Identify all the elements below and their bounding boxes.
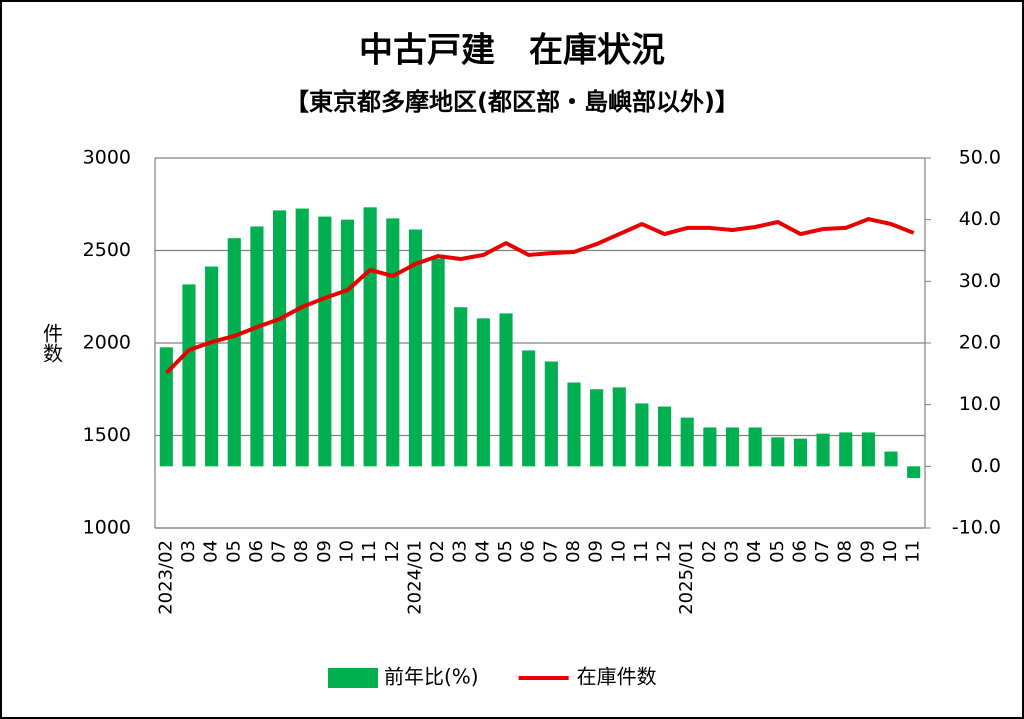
bar	[295, 208, 309, 467]
bar	[431, 258, 445, 467]
x-tick-label: 07	[269, 540, 290, 563]
bar	[680, 417, 694, 467]
bar	[205, 266, 219, 467]
x-tick-label: 08	[835, 540, 856, 563]
bar	[227, 238, 241, 467]
x-tick-label: 04	[472, 540, 493, 563]
bar	[612, 387, 626, 467]
bar	[408, 229, 423, 467]
x-tick-label: 10	[337, 540, 358, 563]
y-tick-label: 1000	[83, 517, 131, 539]
bar	[861, 432, 875, 467]
bar	[454, 307, 468, 467]
x-tick-label: 03	[178, 540, 199, 563]
legend-label: 在庫件数	[577, 665, 657, 689]
x-tick-label: 2024/01	[404, 540, 425, 615]
bar	[725, 427, 740, 467]
y2-tick-label: 30.0	[959, 270, 1001, 292]
x-tick-label: 08	[563, 540, 584, 563]
x-tick-label: 06	[518, 540, 539, 563]
bar	[159, 347, 173, 467]
bar	[793, 438, 808, 467]
x-tick-label: 03	[450, 540, 471, 563]
x-tick-label: 12	[382, 540, 403, 563]
bar	[657, 406, 672, 467]
x-tick-label: 04	[744, 540, 765, 563]
bar	[522, 350, 536, 467]
line	[164, 217, 915, 375]
chart-title: 中古戸建 在庫状況	[359, 31, 665, 71]
y2-tick-label: 20.0	[959, 332, 1001, 354]
x-tick-label: 11	[359, 540, 380, 563]
x-tick-label: 2023/02	[155, 540, 176, 615]
x-tick-label: 05	[223, 540, 244, 563]
x-tick-label: 05	[495, 540, 516, 563]
y-tick-label: 2500	[83, 239, 131, 261]
x-tick-label: 06	[789, 540, 810, 563]
x-tick-label: 2025/01	[676, 540, 697, 615]
y2-tick-label: 50.0	[959, 147, 1001, 169]
y-tick-label: 1500	[83, 424, 131, 446]
bar	[476, 318, 490, 467]
legend-swatch	[328, 668, 378, 688]
bar	[544, 361, 558, 467]
x-tick-label: 07	[812, 540, 833, 563]
bar	[182, 284, 196, 467]
x-tick-label: 06	[246, 540, 267, 563]
x-tick-label: 04	[201, 540, 222, 563]
x-tick-label: 09	[857, 540, 878, 563]
y2-tick-label: -10.0	[952, 517, 1001, 539]
x-tick-label: 05	[767, 540, 788, 563]
x-tick-label: 10	[880, 540, 901, 563]
legend-label: 前年比(%)	[384, 665, 479, 689]
x-tick-label: 09	[314, 540, 335, 563]
y2-tick-label: 10.0	[959, 393, 1001, 415]
bar	[771, 437, 785, 467]
chart-subtitle: 【東京都多摩地区(都区部・島嶼部以外)】	[285, 88, 739, 116]
y-axis-label: 件数	[40, 323, 64, 363]
bar	[907, 466, 921, 479]
bar	[748, 427, 762, 467]
bar	[499, 313, 513, 467]
y2-tick-label: 0.0	[971, 455, 1001, 477]
bar	[816, 433, 830, 467]
y-tick-label: 3000	[83, 147, 131, 169]
bar	[250, 226, 264, 467]
x-tick-label: 10	[608, 540, 629, 563]
y-tick-label: 2000	[83, 332, 131, 354]
x-tick-label: 08	[291, 540, 312, 563]
x-tick-label: 07	[540, 540, 561, 563]
bar	[839, 432, 853, 467]
bar	[590, 389, 604, 467]
bar	[386, 218, 400, 467]
x-tick-label: 11	[903, 540, 924, 563]
bar	[635, 403, 649, 467]
x-tick-label: 03	[722, 540, 743, 563]
bar	[340, 219, 355, 467]
x-tick-label: 02	[427, 540, 448, 563]
x-tick-label: 02	[699, 540, 720, 563]
bar	[272, 210, 287, 467]
bar	[884, 451, 898, 467]
bar	[363, 207, 377, 467]
bar	[567, 382, 581, 467]
bar	[703, 427, 717, 467]
x-tick-label: 11	[631, 540, 652, 563]
y2-tick-label: 40.0	[959, 208, 1001, 230]
x-tick-label: 09	[586, 540, 607, 563]
bar	[318, 216, 332, 467]
x-tick-label: 12	[654, 540, 675, 563]
